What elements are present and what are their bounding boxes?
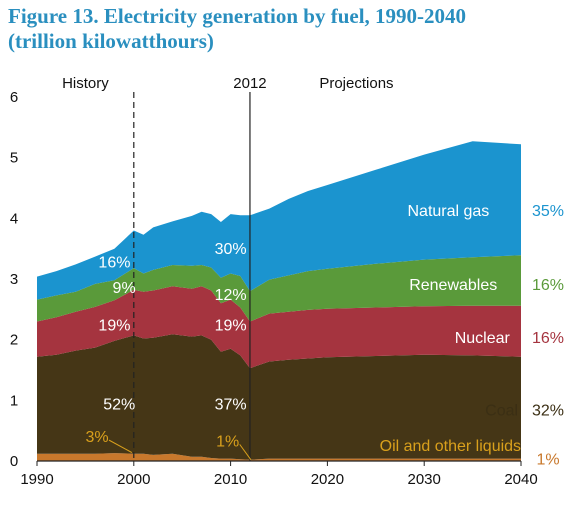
share-label-coal_2012: 37% bbox=[215, 396, 247, 413]
history-label: History bbox=[62, 75, 109, 92]
x-tick-label: 2010 bbox=[214, 471, 247, 488]
series-name-renewables: Renewables bbox=[409, 277, 497, 294]
oil-callout-leader bbox=[108, 439, 133, 453]
area-renewables bbox=[37, 255, 521, 322]
figure-title: Figure 13. Electricity generation by fue… bbox=[8, 4, 574, 54]
projections-label: Projections bbox=[319, 75, 393, 92]
right-share-label: 35% bbox=[532, 203, 564, 220]
x-tick-label: 2030 bbox=[408, 471, 441, 488]
right-share-label: 1% bbox=[536, 452, 559, 469]
share-label-renew_1990: 9% bbox=[113, 280, 136, 297]
right-share-label: 16% bbox=[532, 330, 564, 347]
oil-callout-leader bbox=[239, 444, 252, 461]
y-tick-label: 3 bbox=[10, 271, 18, 288]
series-name-oil-and-other-liquids: Oil and other liquids bbox=[380, 438, 521, 455]
share-label-gas_2012: 30% bbox=[215, 241, 247, 258]
chart-labels: History 2012 Projections 52% 19% 9% 16% 37% 19% 1… bbox=[62, 75, 564, 469]
divider-year-label: 2012 bbox=[233, 75, 266, 92]
x-tick-label: 2000 bbox=[117, 471, 150, 488]
series-name-coal: Coal bbox=[485, 402, 518, 419]
x-tick-label: 2020 bbox=[311, 471, 344, 488]
area-coal bbox=[37, 334, 521, 460]
y-tick-label: 5 bbox=[10, 150, 18, 167]
stacked-areas bbox=[37, 141, 521, 461]
figure-title-line-2: (trillion kilowatthours) bbox=[8, 29, 214, 53]
axes: 1990 2000 2010 2020 2030 2040 0 1 2 3 4 5 6 bbox=[10, 89, 538, 488]
y-tick-label: 0 bbox=[10, 453, 18, 470]
series-name-natural-gas: Natural gas bbox=[407, 203, 489, 220]
area-oil-and-other-liquids bbox=[37, 453, 521, 461]
area-natural-gas bbox=[37, 141, 521, 300]
figure-title-line-1: Figure 13. Electricity generation by fue… bbox=[8, 4, 467, 28]
y-tick-label: 1 bbox=[10, 392, 18, 409]
reference-lines bbox=[133, 92, 251, 461]
share-label-nuclear_1990: 19% bbox=[98, 318, 130, 335]
x-tick-label: 2040 bbox=[504, 471, 537, 488]
area-nuclear bbox=[37, 286, 521, 369]
y-tick-label: 4 bbox=[10, 210, 18, 227]
right-share-label: 16% bbox=[532, 277, 564, 294]
y-tick-label: 2 bbox=[10, 332, 18, 349]
share-label-renew_2012: 12% bbox=[215, 287, 247, 304]
series-name-nuclear: Nuclear bbox=[455, 330, 511, 347]
right-share-label: 32% bbox=[532, 402, 564, 419]
oil-callout-label: 1% bbox=[216, 433, 239, 450]
share-label-coal_1990: 52% bbox=[103, 396, 135, 413]
share-label-nuclear_2012: 19% bbox=[215, 318, 247, 335]
oil-callout-label: 3% bbox=[85, 429, 108, 446]
share-label-gas_1990: 16% bbox=[98, 254, 130, 271]
y-tick-label: 6 bbox=[10, 89, 18, 106]
x-tick-label: 1990 bbox=[20, 471, 53, 488]
